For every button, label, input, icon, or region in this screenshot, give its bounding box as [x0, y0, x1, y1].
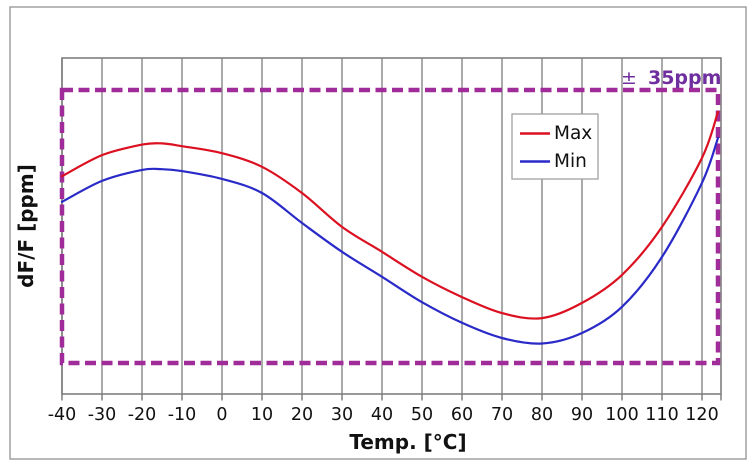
series-lines [60, 110, 720, 345]
x-tick-label: 0 [216, 405, 227, 425]
x-tick-label: 120 [685, 405, 718, 425]
x-tick-label: -10 [168, 405, 197, 425]
x-tick-label: 20 [291, 405, 313, 425]
legend-label-min: Min [554, 151, 587, 172]
x-tick-label: 50 [411, 405, 433, 425]
x-tick-label: 80 [531, 405, 553, 425]
x-tick-label: -40 [48, 405, 77, 425]
x-tick-label: 40 [371, 405, 393, 425]
legend-entries: Max Min [520, 123, 592, 172]
plus-minus-symbol: ± [621, 67, 637, 89]
x-tick-label: 90 [571, 405, 593, 425]
x-tick-label: 30 [331, 405, 353, 425]
tolerance-band-outline [59, 87, 721, 366]
legend-label-max: Max [554, 123, 592, 144]
tolerance-band-label: ± 35ppm [621, 67, 721, 89]
legend-box [511, 113, 599, 180]
x-axis-tick-labels: -40 -30 -20 -10 0 10 20 30 40 50 60 70 80 90 100 110 120 [48, 405, 719, 425]
x-axis-title: Temp. [°C] [349, 430, 466, 454]
max-series-line [60, 110, 720, 320]
x-tick-label: 70 [491, 405, 513, 425]
y-axis-title: dF/F [ppm] [14, 164, 38, 288]
min-series-line [60, 136, 720, 345]
x-axis-ticks [61, 394, 722, 401]
x-tick-label: 110 [645, 405, 678, 425]
x-tick-label: -30 [88, 405, 117, 425]
tolerance-value-text: 35ppm [648, 67, 721, 89]
x-tick-label: 60 [451, 405, 473, 425]
legend: Max Min [511, 113, 599, 180]
plot-area [62, 58, 721, 394]
x-tick-label: -20 [128, 405, 157, 425]
x-tick-label: 100 [605, 405, 638, 425]
x-tick-label: 10 [251, 405, 273, 425]
